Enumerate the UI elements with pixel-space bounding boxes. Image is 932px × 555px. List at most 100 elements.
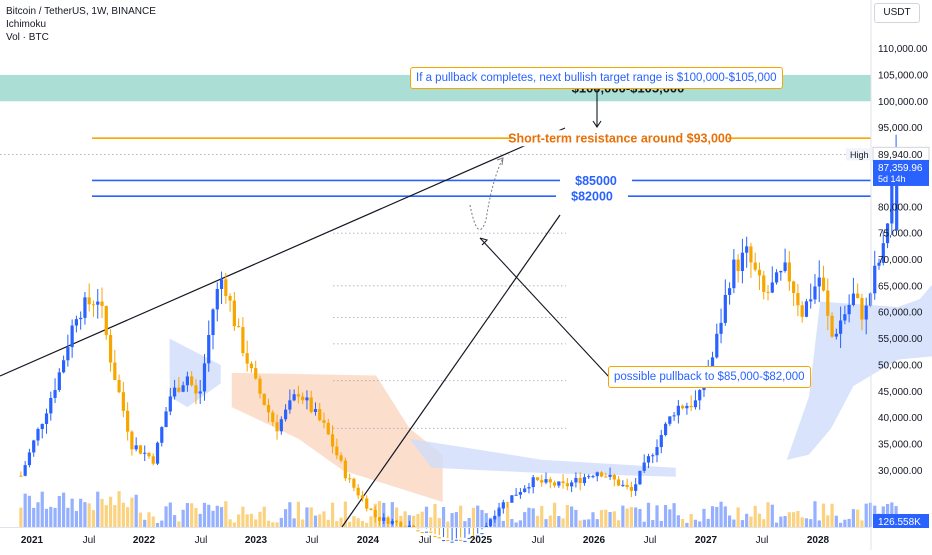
volume-bar bbox=[817, 520, 821, 527]
volume-bar bbox=[561, 518, 565, 527]
candle-body bbox=[348, 478, 352, 480]
candle-body bbox=[574, 477, 578, 483]
candle-body bbox=[386, 517, 390, 524]
volume-bar bbox=[309, 507, 313, 527]
candle-body bbox=[356, 487, 360, 496]
candle-body bbox=[548, 479, 552, 483]
volume-bar bbox=[160, 520, 164, 527]
candle-body bbox=[787, 262, 791, 282]
candle-body bbox=[890, 173, 894, 224]
candle-body bbox=[856, 293, 860, 299]
volume-bar bbox=[454, 512, 458, 527]
candle-body bbox=[301, 396, 305, 401]
volume-bar bbox=[441, 506, 446, 527]
candle-body bbox=[44, 413, 49, 424]
volume-bar bbox=[787, 512, 791, 527]
volume-bar bbox=[689, 514, 693, 527]
candle-body bbox=[646, 456, 651, 463]
volume-bar bbox=[343, 501, 347, 527]
volume-bar bbox=[821, 503, 826, 527]
candle-body bbox=[860, 298, 864, 320]
candle-body-breakout bbox=[895, 154, 899, 231]
candle-body bbox=[117, 379, 121, 393]
volume-bar bbox=[860, 520, 864, 527]
volume-bar bbox=[783, 516, 787, 527]
volume-bar bbox=[710, 506, 715, 527]
candle-body bbox=[476, 535, 480, 537]
candle-body bbox=[23, 465, 27, 476]
candle-body bbox=[616, 479, 621, 486]
volume-bar bbox=[531, 508, 535, 527]
time-axis: 2021 Jul 2022 Jul 2023 Jul 2024 Jul 2025 Jul 2026 J… bbox=[0, 527, 871, 546]
resistance-label: Short-term resistance around $93,000 bbox=[508, 132, 732, 146]
candle-body bbox=[510, 495, 514, 503]
volume-bar bbox=[19, 507, 23, 527]
candle-body bbox=[851, 293, 855, 305]
volume-bar bbox=[621, 505, 625, 527]
candle-body bbox=[540, 480, 544, 483]
volume-bar bbox=[211, 510, 215, 527]
candle-body bbox=[454, 539, 458, 541]
candle-body bbox=[322, 420, 326, 423]
volume-bar bbox=[570, 506, 574, 527]
volume-bar bbox=[830, 503, 834, 527]
level-82000-label: $82000 bbox=[571, 190, 613, 204]
price-tick-label: 110,000.00 bbox=[878, 44, 928, 55]
candle-body bbox=[27, 452, 32, 466]
volume-bar bbox=[843, 519, 847, 527]
volume-bar bbox=[96, 491, 100, 527]
volume-bar bbox=[245, 514, 249, 527]
volume-bar bbox=[147, 512, 151, 527]
high-tag-bg bbox=[846, 148, 872, 161]
candle-body bbox=[774, 272, 779, 283]
time-tick-label: Jul bbox=[644, 535, 657, 546]
candle-body bbox=[864, 305, 868, 320]
volume-bar bbox=[283, 509, 288, 527]
volume-bar bbox=[87, 503, 91, 527]
volume-bar bbox=[224, 501, 228, 527]
candle-body bbox=[100, 301, 104, 306]
volume-bar bbox=[151, 516, 155, 527]
indicator-ichimoku[interactable]: Ichimoku bbox=[6, 19, 47, 30]
candle-body bbox=[450, 541, 454, 543]
candle-body bbox=[66, 347, 70, 361]
currency-selector[interactable]: USDT bbox=[874, 3, 920, 23]
resistance-label-bg bbox=[512, 130, 728, 147]
projected-path bbox=[469, 157, 504, 231]
time-tick-label: 2021 bbox=[21, 535, 44, 546]
volume-bar bbox=[155, 522, 160, 527]
candle-body bbox=[283, 409, 288, 420]
price-tick-label: 95,000.00 bbox=[878, 123, 923, 134]
volume-bar bbox=[459, 505, 463, 527]
volume-bar bbox=[194, 508, 198, 527]
candle-body bbox=[181, 385, 185, 392]
volume-bar bbox=[339, 517, 343, 527]
candle-body bbox=[689, 405, 693, 408]
candle-body bbox=[74, 319, 78, 326]
volume-bar bbox=[868, 502, 873, 527]
volume-bar bbox=[292, 518, 296, 527]
candle-body bbox=[412, 525, 416, 527]
candle-body bbox=[698, 390, 702, 401]
candle-body bbox=[612, 474, 616, 480]
volume-bar bbox=[518, 520, 522, 527]
volume-bar bbox=[851, 509, 855, 527]
candle-body bbox=[463, 540, 467, 542]
volume-bar bbox=[604, 509, 608, 527]
volume-bar bbox=[241, 506, 245, 527]
volume-bar bbox=[66, 507, 70, 527]
indicator-volume[interactable]: Vol · BTC bbox=[6, 32, 49, 43]
candle-body bbox=[288, 400, 292, 410]
volume-bar bbox=[809, 519, 813, 527]
candle-body bbox=[96, 301, 100, 305]
candle-body bbox=[467, 537, 471, 539]
candle-body bbox=[459, 539, 463, 541]
volume-bar bbox=[450, 513, 454, 527]
candle-body bbox=[710, 357, 715, 372]
volume-bar bbox=[779, 516, 783, 527]
candle-body bbox=[190, 376, 194, 386]
candle-body bbox=[108, 334, 113, 363]
candle-body bbox=[266, 404, 271, 413]
